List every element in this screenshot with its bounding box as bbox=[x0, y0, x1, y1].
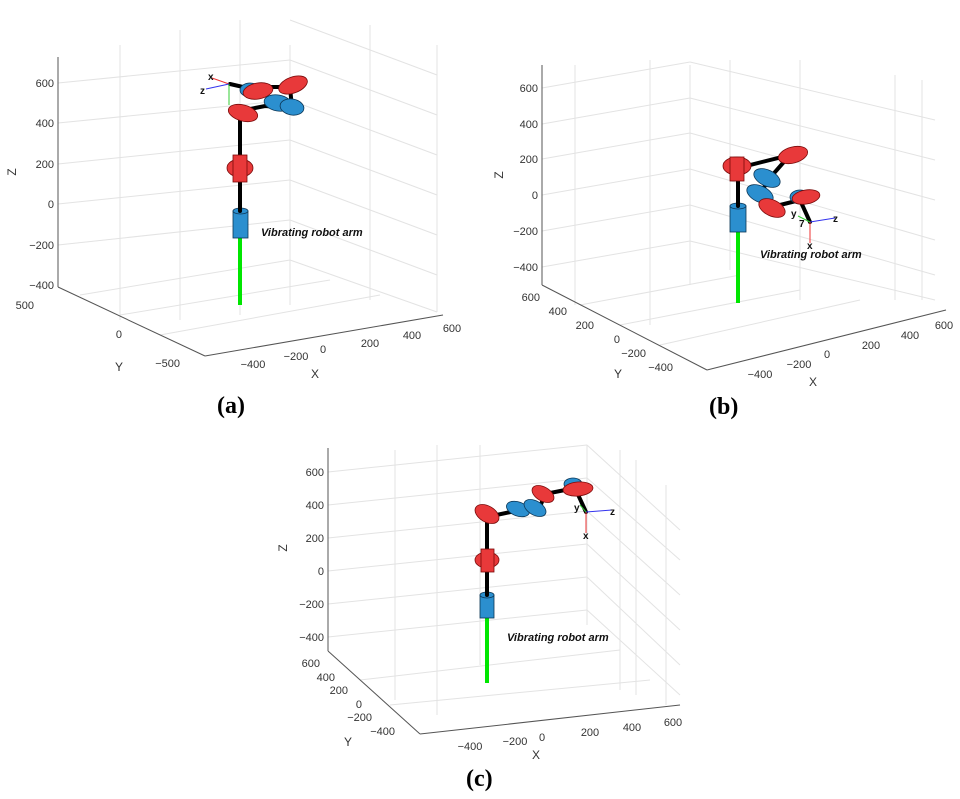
z-tick-label: −400 bbox=[513, 262, 538, 274]
z-tick-label: 600 bbox=[306, 467, 324, 479]
z-axis-label: Z bbox=[492, 171, 506, 178]
x-tick-label: 600 bbox=[443, 323, 461, 335]
x-tick-label: −400 bbox=[748, 369, 773, 381]
panel-c: y z x Vibrating robot arm (c) bbox=[327, 444, 681, 792]
z-tick-label: 200 bbox=[306, 533, 324, 545]
z-tick-label: 0 bbox=[532, 190, 538, 202]
x-tick-label: 600 bbox=[935, 320, 953, 332]
y-axis-label: Y bbox=[614, 367, 622, 381]
x-tick-label: −400 bbox=[241, 359, 266, 371]
y-tick-label: 400 bbox=[317, 672, 335, 684]
caption-c: (c) bbox=[466, 766, 493, 792]
x-tick-label: −200 bbox=[503, 736, 528, 748]
frame-index-label: 7 bbox=[799, 219, 805, 230]
caption-a: (a) bbox=[217, 393, 245, 419]
z-tick-label: 600 bbox=[520, 83, 538, 95]
annotation: Vibrating robot arm bbox=[261, 227, 363, 239]
end-frame-c: y z x bbox=[574, 503, 615, 542]
panel-a: x z Vibrating robot arm (a) bbox=[57, 19, 444, 419]
panel-b: y 7 z x Vibrating robot arm (b) bbox=[541, 60, 947, 420]
grid-c bbox=[327, 444, 681, 715]
y-tick-label: 0 bbox=[116, 329, 122, 341]
y-tick-label: 600 bbox=[522, 292, 540, 304]
z-tick-label: 600 bbox=[36, 78, 54, 90]
shoulder-joint-red bbox=[226, 154, 254, 183]
y-tick-label: 0 bbox=[356, 699, 362, 711]
z-tick-label: 0 bbox=[318, 566, 324, 578]
y-axis-label: Y bbox=[344, 735, 352, 749]
y-tick-label: 600 bbox=[302, 658, 320, 670]
x-tick-label: 600 bbox=[664, 717, 682, 729]
grid-a bbox=[57, 19, 438, 336]
frame-x-label: x bbox=[208, 72, 214, 83]
x-axis-label: X bbox=[809, 375, 817, 389]
x-tick-label: 200 bbox=[581, 727, 599, 739]
y-tick-label: −200 bbox=[347, 712, 372, 724]
y-tick-label: −500 bbox=[155, 358, 180, 370]
x-tick-label: 0 bbox=[824, 349, 830, 361]
x-tick-label: 0 bbox=[320, 344, 326, 356]
x-tick-label: −200 bbox=[284, 351, 309, 363]
x-tick-label: 400 bbox=[403, 330, 421, 342]
y-tick-label: −400 bbox=[648, 362, 673, 374]
y-tick-label: −400 bbox=[370, 726, 395, 738]
frame-y-label: y bbox=[574, 503, 580, 514]
frame-z-label: z bbox=[200, 86, 205, 97]
x-tick-label: −400 bbox=[458, 741, 483, 753]
axes-a bbox=[57, 57, 444, 357]
frame-z-label: z bbox=[610, 507, 615, 518]
x-tick-label: 400 bbox=[623, 722, 641, 734]
frame-z-label: z bbox=[833, 214, 838, 225]
x-tick-label: 400 bbox=[901, 330, 919, 342]
x-tick-label: −200 bbox=[787, 359, 812, 371]
frame-y-label: y bbox=[791, 209, 797, 220]
z-tick-label: 200 bbox=[36, 159, 54, 171]
x-tick-label: 200 bbox=[361, 338, 379, 350]
z-tick-label: 400 bbox=[520, 119, 538, 131]
z-tick-label: −400 bbox=[299, 632, 324, 644]
z-tick-label: −200 bbox=[299, 599, 324, 611]
frame-x-label: x bbox=[807, 241, 813, 252]
x-axis-label: X bbox=[532, 748, 540, 762]
x-axis-label: X bbox=[311, 367, 319, 381]
z-tick-label: 400 bbox=[306, 500, 324, 512]
axes-c bbox=[327, 448, 681, 735]
z-tick-label: 200 bbox=[520, 154, 538, 166]
grid-b bbox=[541, 60, 936, 346]
annotation: Vibrating robot arm bbox=[507, 632, 609, 644]
axes-b bbox=[541, 65, 947, 371]
y-tick-label: 400 bbox=[549, 306, 567, 318]
y-tick-label: 200 bbox=[576, 320, 594, 332]
y-tick-label: −200 bbox=[621, 348, 646, 360]
upper-joints bbox=[227, 75, 308, 123]
y-tick-label: 200 bbox=[330, 685, 348, 697]
y-axis-label: Y bbox=[115, 360, 123, 374]
x-tick-label: 0 bbox=[539, 732, 545, 744]
z-axis-label: Z bbox=[5, 168, 19, 175]
z-tick-label: −200 bbox=[513, 226, 538, 238]
z-axis-label: Z bbox=[276, 544, 290, 551]
y-tick-label: 0 bbox=[614, 334, 620, 346]
end-frame-b: y 7 z x bbox=[791, 209, 838, 252]
z-tick-label: 0 bbox=[48, 199, 54, 211]
caption-b: (b) bbox=[709, 394, 738, 420]
x-tick-label: 200 bbox=[862, 340, 880, 352]
z-tick-label: −200 bbox=[29, 240, 54, 252]
frame-x-label: x bbox=[583, 531, 589, 542]
annotation: Vibrating robot arm bbox=[760, 249, 862, 261]
joints-c bbox=[474, 477, 594, 573]
y-tick-label: 500 bbox=[16, 300, 34, 312]
joints-b bbox=[722, 145, 821, 218]
z-tick-label: −400 bbox=[29, 280, 54, 292]
end-frame-a: x z bbox=[200, 72, 230, 105]
z-tick-label: 400 bbox=[36, 118, 54, 130]
